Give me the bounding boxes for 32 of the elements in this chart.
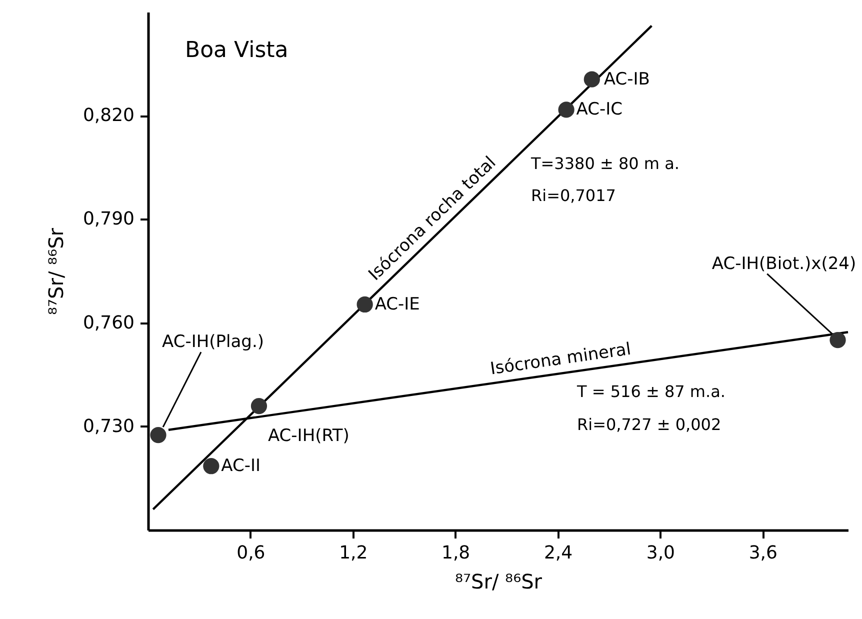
x-tick-label: 1,8 — [441, 542, 470, 564]
point — [250, 398, 268, 414]
y-tick-label: 0,730 — [82, 416, 134, 437]
x-tick-label: 3,0 — [646, 542, 676, 564]
point — [558, 102, 574, 118]
annotation: AC-IH(Biot.)x(24) — [712, 254, 856, 274]
x-tick-label: 0,6 — [236, 542, 266, 564]
point — [584, 71, 600, 88]
point — [356, 296, 373, 313]
annotation: AC-II — [221, 456, 261, 476]
y-tick-label: 0,790 — [82, 208, 134, 230]
point — [203, 458, 220, 474]
annotation: Boa Vista — [185, 38, 288, 63]
annotation: AC-IC — [576, 100, 623, 120]
annotation: Ri=0,7017 — [531, 186, 616, 205]
annotation: T=3380 ± 80 m a. — [530, 154, 680, 173]
x-tick-label: 3,6 — [748, 542, 778, 564]
x-tick-label: 2,4 — [544, 542, 573, 564]
point — [150, 426, 166, 444]
point — [830, 332, 846, 348]
annotation: AC-IB — [604, 69, 650, 90]
annotation: T = 516 ± 87 m.a. — [576, 382, 726, 401]
x-tick-label: 1,2 — [339, 542, 368, 564]
annotation: AC-IH(RT) — [268, 426, 350, 446]
annotation: AC-IH(Plag.) — [162, 332, 264, 352]
y-axis-title: ⁸⁷Sr/ ⁸⁶Sr — [44, 227, 68, 316]
text: Isócrona mineral — [488, 339, 632, 380]
annotation: AC-IE — [374, 294, 420, 314]
x-axis-title: ⁸⁷Sr/ ⁸⁶Sr — [454, 570, 543, 594]
y-tick-label: 0,760 — [82, 312, 134, 334]
annotation: Ri=0,727 ± 0,002 — [577, 415, 722, 434]
y-tick-label: 0,820 — [82, 105, 134, 126]
